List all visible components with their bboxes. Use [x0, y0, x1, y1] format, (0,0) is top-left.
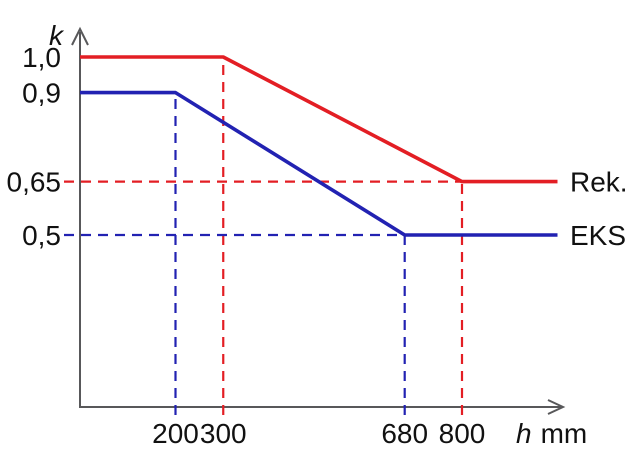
- series-label-rek: Rek.: [570, 167, 628, 198]
- y-tick-label-0.65: 0,65: [7, 167, 62, 198]
- y-axis-title: k: [49, 20, 65, 51]
- y-tick-label-0.5: 0,5: [22, 220, 61, 251]
- series-label-eks: EKS: [570, 220, 626, 251]
- y-tick-label-1: 1,0: [22, 42, 61, 73]
- series-line-eks: [80, 90, 558, 237]
- x-tick-label-680: 680: [381, 418, 428, 449]
- x-axis-title: h mm: [516, 418, 587, 449]
- axes: [71, 26, 566, 415]
- x-axis-arrow-icon: [547, 399, 566, 415]
- y-tick-labels: 1,0 0,9 0,65 0,5: [7, 42, 62, 251]
- x-tick-labels: 200 300 680 800: [152, 418, 485, 449]
- y-tick-label-0.9: 0,9: [22, 78, 61, 109]
- series-labels: Rek. EKS: [570, 167, 628, 251]
- series-lines: [80, 55, 558, 237]
- x-axis-unit: mm: [541, 418, 588, 449]
- guide-lines: [64, 57, 464, 415]
- y-axis-arrow-icon: [71, 26, 89, 46]
- x-axis-variable: h: [516, 418, 532, 449]
- series-line-rek: [80, 55, 558, 184]
- x-tick-label-300: 300: [200, 418, 247, 449]
- x-tick-label-200: 200: [152, 418, 199, 449]
- x-tick-label-800: 800: [439, 418, 486, 449]
